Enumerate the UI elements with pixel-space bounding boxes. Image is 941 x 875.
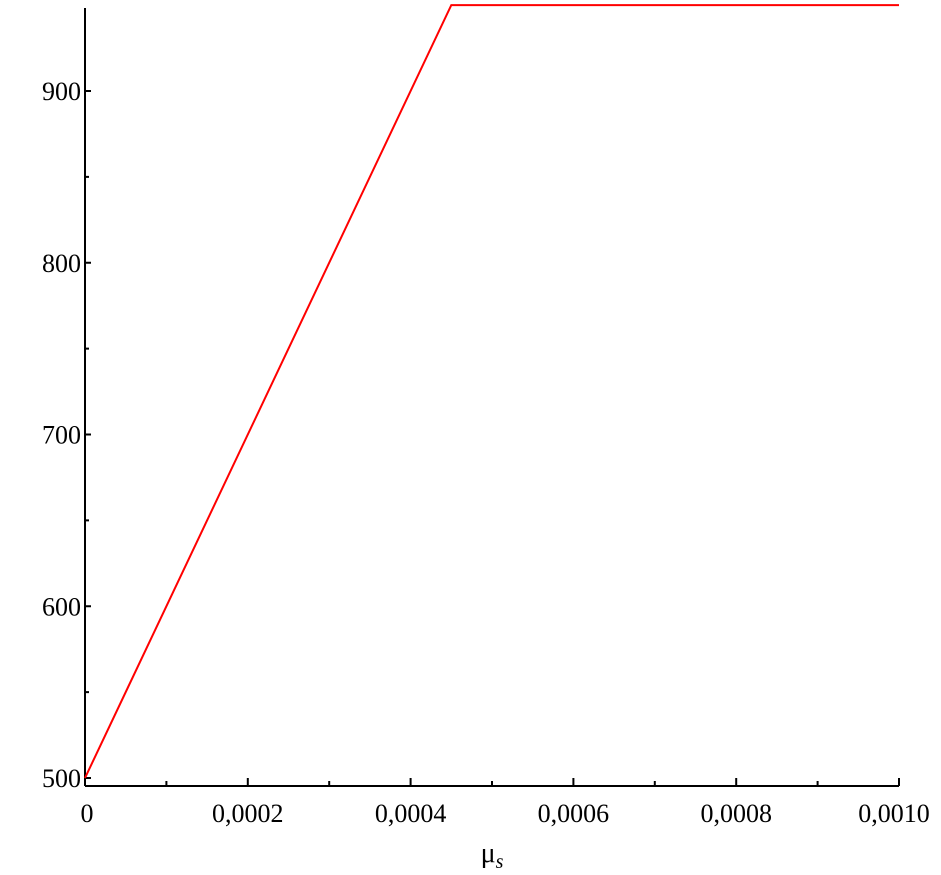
series-line	[84, 4, 899, 779]
y-tick-label: 700	[42, 421, 81, 450]
y-tick-label: 500	[42, 764, 81, 793]
x-tick-label: 0,0006	[538, 799, 610, 828]
y-tick-label: 600	[42, 592, 81, 621]
y-tick-label: 800	[42, 249, 81, 278]
x-tick-label: 0,0004	[375, 799, 447, 828]
y-tick-label: 900	[42, 77, 81, 106]
x-tick-label: 0,0010	[858, 799, 930, 828]
series-group	[84, 4, 899, 779]
x-axis-label: μs	[481, 838, 504, 873]
x-tick-label: 0,0002	[212, 799, 284, 828]
x-axis-label-subscript: s	[496, 851, 504, 873]
y-axis-ticks: 500 600 700 800 900	[42, 77, 91, 793]
x-tick-label: 0	[81, 799, 94, 828]
x-tick-label: 0,0008	[700, 799, 772, 828]
x-axis-ticks: 0 0,0002 0,0004 0,0006 0,0008 0,0010	[81, 778, 930, 828]
x-axis-label-symbol: μ	[481, 838, 496, 869]
